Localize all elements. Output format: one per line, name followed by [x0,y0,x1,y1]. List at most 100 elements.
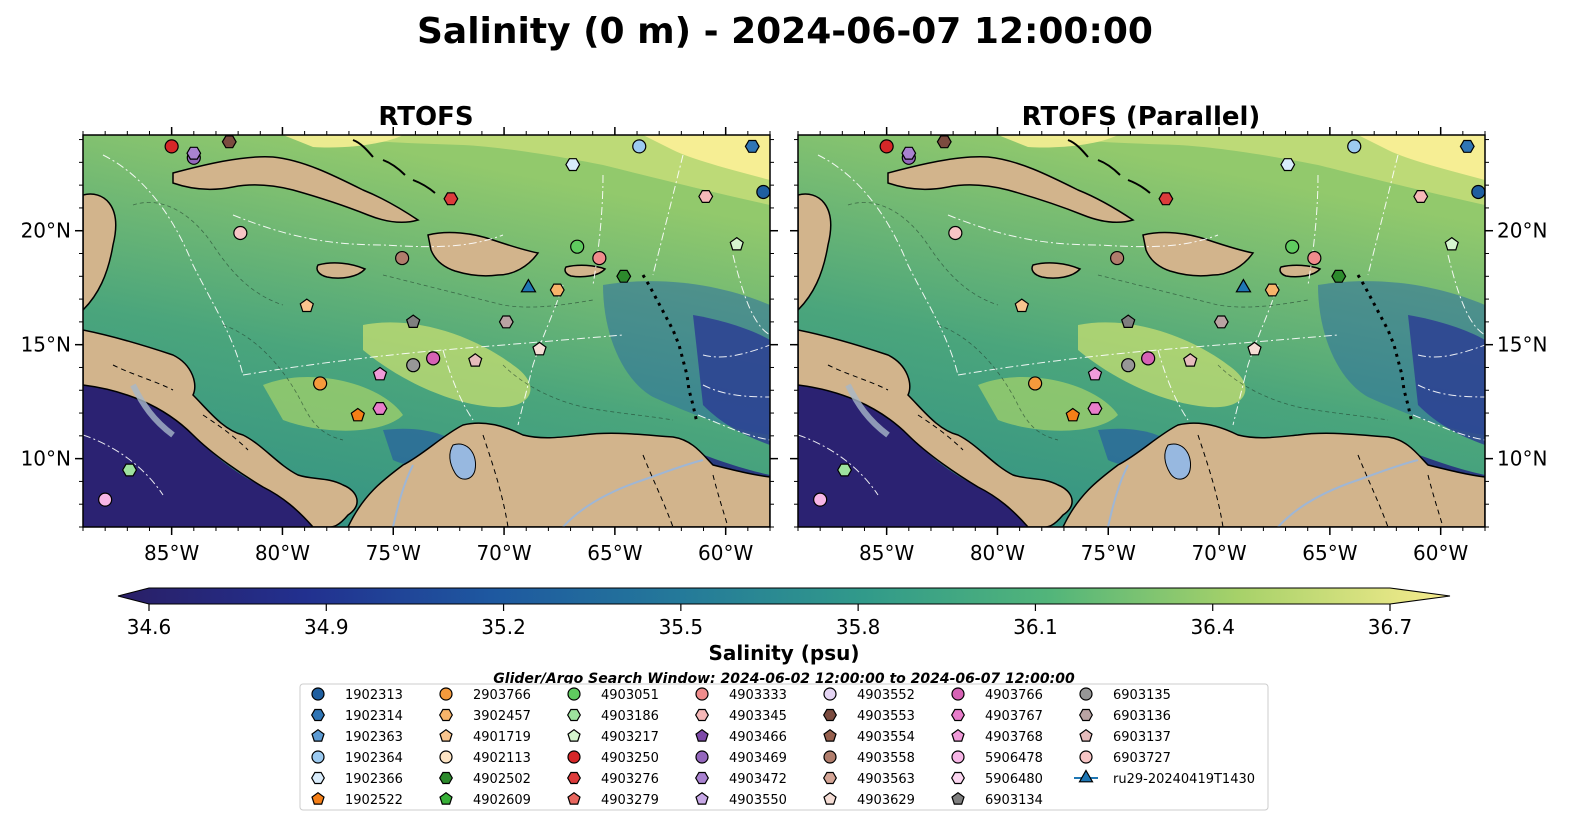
platform-marker [1087,402,1103,415]
legend-label: 4903276 [601,772,659,787]
platform-marker [1331,269,1347,283]
legend-item: 1902366 [311,771,403,787]
legend-label: 6903135 [1113,688,1171,703]
legend-marker [1078,769,1094,783]
legend-marker [439,771,453,785]
legend-label: 4903051 [601,688,659,703]
y-tick-label: 20°N [1497,219,1547,243]
legend-marker [439,708,453,722]
platform-marker [549,283,565,297]
legend-label: 4903217 [601,730,659,745]
x-tick-label: 65°W [1302,541,1357,565]
platform-marker [1471,184,1485,200]
legend-marker [1079,687,1093,701]
legend-item: 4902609 [439,791,531,808]
platform-marker [372,402,388,415]
platform-marker [395,250,410,266]
platform-marker [426,351,441,366]
legend-label: 4903333 [729,688,787,703]
platform-marker [936,135,952,149]
colorbar-ticks: 34.6 34.9 35.2 35.5 35.8 36.1 36.4 36.7 [127,604,1413,639]
x-tick-label: 80°W [970,541,1025,565]
search-window-text: Glider/Argo Search Window: 2024-06-02 12… [493,671,1075,687]
legend-marker [951,791,965,805]
legend-label: 1902366 [345,772,403,787]
legend-label: 6903137 [1113,730,1171,745]
legend-marker [1079,708,1093,722]
legend-item: 4903333 [695,687,787,703]
legend-item: 4903345 [695,708,787,724]
legend-item: 4903629 [823,791,915,808]
legend-marker [439,791,453,805]
colorbar-tick-label: 36.7 [1368,615,1413,639]
legend-item: 4903466 [695,728,787,745]
legend-label: 4902609 [473,793,531,808]
legend-label: 4903466 [729,730,787,745]
x-tick-label: 85°W [144,541,199,565]
platform-marker [632,139,647,154]
legend-marker [951,750,965,764]
legend-label: 4903766 [985,688,1043,703]
legend-item: 4903276 [567,771,659,787]
legend-label: 4903563 [857,772,915,787]
legend-item: 1902364 [311,750,403,766]
legend-label: 4903250 [601,751,659,766]
legend-item: 4903767 [951,708,1043,724]
platform-marker [570,239,585,254]
legend-label: 3902457 [473,709,531,724]
platform-marker [1110,250,1125,266]
legend-item: 1902522 [311,791,403,808]
platform-marker [299,298,315,313]
platform-marker [698,190,714,203]
legend-marker [695,750,709,764]
legend-marker [567,687,581,701]
legend-items: 1902313 1902314 1902363 1902364 1902366 19025… [311,687,1255,808]
platform-marker [1247,341,1262,356]
legend: 1902313 1902314 1902363 1902364 1902366 19025… [299,683,1269,811]
platform-marker [164,139,179,154]
platform-marker [1158,192,1174,206]
legend-marker [823,750,837,764]
legend-item: 1902314 [311,708,403,724]
platform-marker [948,225,963,241]
legend-item: 4903552 [823,687,915,703]
platform-marker [98,492,113,507]
platform-marker [756,184,770,200]
legend-label: 1902364 [345,751,403,766]
platform-marker [1121,358,1136,373]
legend-label: ru29-20240419T1430 [1113,772,1255,787]
legend-label: 4903345 [729,709,787,724]
platform-marker [443,192,459,206]
colorbar-label: Salinity (psu) [708,641,859,665]
legend-marker [823,791,837,805]
platform-marker [565,158,581,172]
legend-marker [951,687,965,701]
legend-item: 6903135 [1079,687,1171,703]
legend-label: 4903472 [729,772,787,787]
legend-marker [823,771,837,785]
platform-marker [1413,190,1429,203]
legend-marker [1079,728,1093,742]
platform-marker [1213,315,1229,329]
colorbar-tick-label: 36.1 [1013,615,1058,639]
legend-label: 4901719 [473,730,531,745]
salinity-field [798,135,1485,527]
legend-label: 4902113 [473,751,531,766]
colorbar-tick-label: 36.4 [1190,615,1235,639]
legend-label: 4903554 [857,730,915,745]
colorbar-tick-label: 35.5 [659,615,704,639]
legend-label: 4903768 [985,730,1043,745]
platform-marker [1264,283,1280,297]
platform-marker [221,135,237,149]
platform-marker [1307,250,1322,266]
colorbar-bar [117,587,1451,605]
legend-marker [311,708,325,722]
legend-item: 4902113 [439,750,531,766]
legend-label: 4902502 [473,772,531,787]
legend-label: 4903553 [857,709,915,724]
legend-label: 4903186 [601,709,659,724]
platform-marker [405,314,421,328]
legend-item: 4903550 [695,791,787,808]
platform-marker [729,236,744,251]
legend-label: 4903279 [601,793,659,808]
